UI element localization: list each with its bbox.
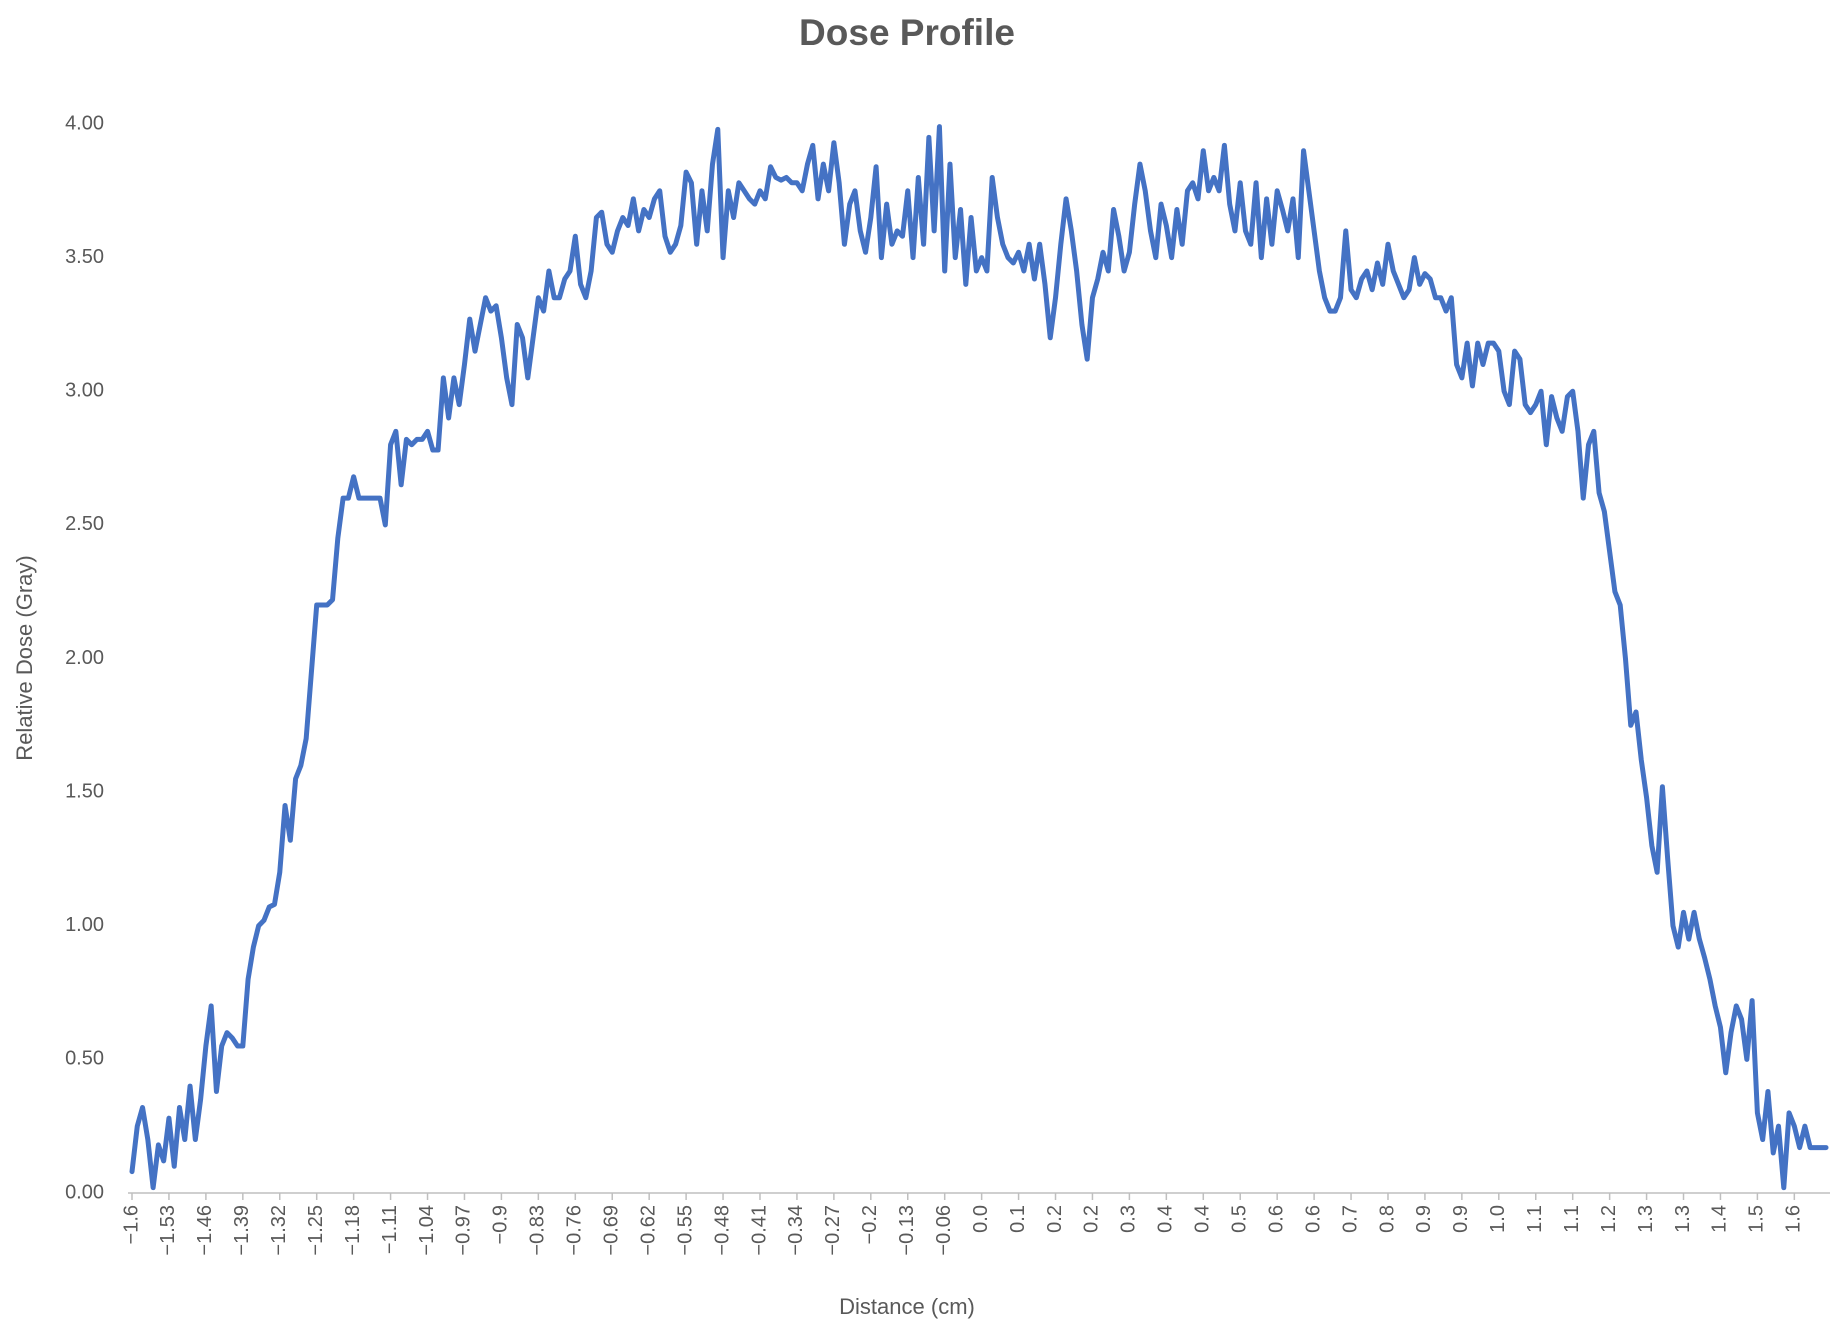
x-tick-label: −0.55 xyxy=(674,1205,696,1256)
y-tick-label: 2.00 xyxy=(65,647,104,669)
x-tick-label: −0.83 xyxy=(527,1205,549,1256)
y-tick-label: 0.00 xyxy=(65,1181,104,1203)
y-axis-title: Relative Dose (Gray) xyxy=(12,555,37,760)
x-axis-title: Distance (cm) xyxy=(839,1294,975,1319)
x-tick-label: 0.3 xyxy=(1118,1205,1140,1233)
x-tick-label: 0.4 xyxy=(1192,1205,1214,1233)
x-tick-label: −0.97 xyxy=(453,1205,475,1256)
x-tick-label: −0.13 xyxy=(896,1205,918,1256)
x-tick-label: 0.4 xyxy=(1155,1205,1177,1233)
data-line xyxy=(129,124,1829,1191)
x-tick-label: 1.1 xyxy=(1524,1205,1546,1233)
x-tick-label: −0.76 xyxy=(564,1205,586,1256)
chart-title: Dose Profile xyxy=(799,12,1015,53)
y-tick-label: 0.50 xyxy=(65,1048,104,1070)
x-tick-label: −1.32 xyxy=(268,1205,290,1256)
x-tick-label: −1.04 xyxy=(416,1205,438,1256)
x-tick-label: −0.41 xyxy=(748,1205,770,1256)
x-tick-label: −1.6 xyxy=(120,1205,142,1244)
x-tick-label: 0.7 xyxy=(1339,1205,1361,1233)
x-tick-label: −0.34 xyxy=(785,1205,807,1256)
x-tick-label: 0.5 xyxy=(1229,1205,1251,1233)
x-tick-label: 0.8 xyxy=(1376,1205,1398,1233)
x-tick-label: −1.11 xyxy=(379,1205,401,1254)
x-tick-label: 1.0 xyxy=(1487,1205,1509,1233)
x-tick-label: −1.25 xyxy=(305,1205,327,1256)
x-tick-label: 0.9 xyxy=(1450,1205,1472,1233)
x-tick-label: −0.62 xyxy=(637,1205,659,1256)
x-tick-label: −0.69 xyxy=(601,1205,623,1256)
x-tick-label: 1.3 xyxy=(1672,1205,1694,1233)
x-tick-label: −0.06 xyxy=(933,1205,955,1256)
x-tick-label: −1.46 xyxy=(194,1205,216,1256)
x-tick-label: 1.3 xyxy=(1635,1205,1657,1233)
y-tick-label: 3.50 xyxy=(65,246,104,268)
x-tick-label: −1.53 xyxy=(157,1205,179,1256)
x-tick-label: −0.27 xyxy=(822,1205,844,1256)
x-tick-label: 0.6 xyxy=(1302,1205,1324,1233)
x-tick-label: 0.1 xyxy=(1007,1205,1029,1233)
x-tick-label: 0.9 xyxy=(1413,1205,1435,1233)
x-tick-label: −1.39 xyxy=(231,1205,253,1256)
y-tick-label: 1.50 xyxy=(65,780,104,802)
y-tick-label: 1.00 xyxy=(65,914,104,936)
x-tick-label: 0.2 xyxy=(1044,1205,1066,1233)
x-tick-label: −0.48 xyxy=(711,1205,733,1256)
x-tick-label: 0.6 xyxy=(1265,1205,1287,1233)
x-tick-label: 1.5 xyxy=(1746,1205,1768,1233)
x-tick-label: −0.9 xyxy=(490,1205,512,1244)
x-tick-label: −0.2 xyxy=(859,1205,881,1244)
x-tick-label: 1.6 xyxy=(1783,1205,1805,1233)
y-tick-label: 4.00 xyxy=(65,112,104,134)
x-tick-label: 0.2 xyxy=(1081,1205,1103,1233)
y-tick-label: 3.00 xyxy=(65,380,104,402)
x-tick-label: 1.2 xyxy=(1598,1205,1620,1233)
x-tick-label: −1.18 xyxy=(342,1205,364,1256)
x-tick-label: 1.4 xyxy=(1709,1205,1731,1233)
x-tick-label: 0.0 xyxy=(970,1205,992,1233)
x-tick-label: 1.1 xyxy=(1561,1205,1583,1233)
y-tick-label: 2.50 xyxy=(65,513,104,535)
